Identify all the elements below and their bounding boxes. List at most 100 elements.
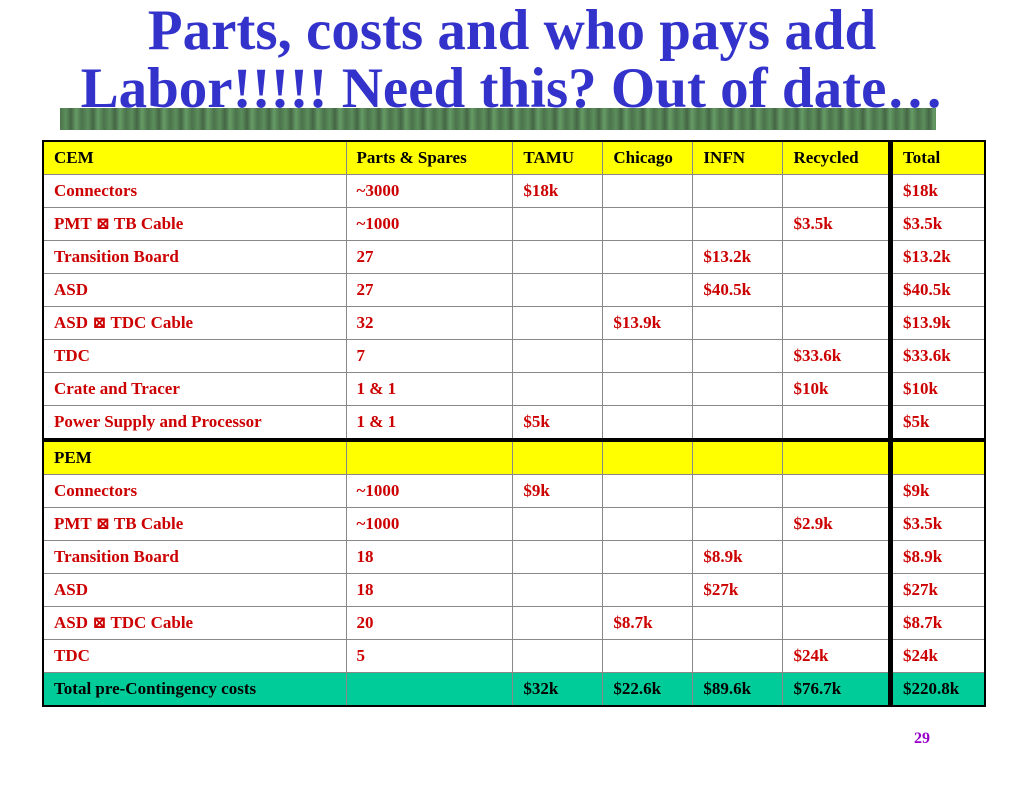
decorative-green-band [60,108,936,130]
table-cell [602,540,694,574]
table-cell [512,273,604,307]
table-cell: $8.9k [692,540,784,574]
table-row: TDC 7 $33.6k $33.6k [42,339,986,373]
table-cell [692,339,784,373]
table-cell [782,540,892,574]
table-cell: INFN [692,140,784,175]
table-cell: 18 [345,573,514,607]
table-cell: $18k [512,174,604,208]
table-cell: $9k [512,474,604,508]
table-cell: $33.6k [888,339,986,373]
table-row: ASD 18 $27k $27k [42,573,986,607]
table-cell: PMT ⊠ TB Cable [42,207,347,241]
table-cell [782,306,892,340]
table-cell: $13.2k [692,240,784,274]
table-cell: CEM [42,140,347,175]
table-cell: Chicago [602,140,694,175]
table-header-row: CEM Parts & Spares TAMU Chicago INFN Recycled… [42,140,986,175]
table-row: Connectors ~3000 $18k $18k [42,174,986,208]
table-cell [782,474,892,508]
table-cell: Crate and Tracer [42,372,347,406]
table-row: TDC 5 $24k $24k [42,639,986,673]
table-cell [782,174,892,208]
cost-table: CEM Parts & Spares TAMU Chicago INFN Recycled… [42,140,986,707]
table-cell: $9k [888,474,986,508]
table-cell: $76.7k [782,672,892,707]
table-row: PMT ⊠ TB Cable ~1000 $2.9k $3.5k [42,507,986,541]
table-cell [345,438,514,475]
table-cell: Transition Board [42,240,347,274]
table-cell: $27k [692,573,784,607]
slide-title-line-2: Labor!!!!! Need this? Out of date… [80,57,944,120]
table-cell: 1 & 1 [345,372,514,406]
table-cell: 18 [345,540,514,574]
table-cell: 5 [345,639,514,673]
table-cell [512,507,604,541]
table-cell [692,207,784,241]
table-cell: $220.8k [888,672,986,707]
table-cell: Total pre-Contingency costs [42,672,347,707]
table-cell [602,207,694,241]
table-cell [345,672,514,707]
table-cell: ASD ⊠ TDC Cable [42,306,347,340]
table-cell [782,405,892,441]
table-cell [602,507,694,541]
table-cell [512,240,604,274]
table-cell: $33.6k [782,339,892,373]
table-cell: 20 [345,606,514,640]
table-cell [692,639,784,673]
table-row: ASD 27 $40.5k $40.5k [42,273,986,307]
table-cell: $8.7k [602,606,694,640]
table-cell: $13.2k [888,240,986,274]
table-row: Connectors ~1000 $9k $9k [42,474,986,508]
table-cell: Connectors [42,474,347,508]
table-cell: $40.5k [888,273,986,307]
table-row: ASD ⊠ TDC Cable 20 $8.7k $8.7k [42,606,986,640]
table-row: ASD ⊠ TDC Cable 32 $13.9k $13.9k [42,306,986,340]
table-cell [692,507,784,541]
table-cell [512,606,604,640]
table-row: Power Supply and Processor 1 & 1 $5k $5k [42,405,986,441]
table-cell: 27 [345,240,514,274]
table-cell: ASD ⊠ TDC Cable [42,606,347,640]
table-cell [692,174,784,208]
table-cell [692,405,784,441]
table-cell [602,438,694,475]
table-cell: $3.5k [888,207,986,241]
table-cell: $5k [512,405,604,441]
table-cell: ASD [42,273,347,307]
table-cell: ~1000 [345,207,514,241]
table-cell: TDC [42,639,347,673]
table-cell [602,273,694,307]
table-cell: ~1000 [345,474,514,508]
table-cell: TDC [42,339,347,373]
table-cell [692,306,784,340]
table-cell: $10k [888,372,986,406]
table-cell [782,573,892,607]
table-cell: 1 & 1 [345,405,514,441]
table-cell [692,372,784,406]
table-cell: $22.6k [602,672,694,707]
table-cell [512,573,604,607]
table-cell: $27k [888,573,986,607]
total-row: Total pre-Contingency costs $32k $22.6k $89… [42,672,986,707]
table-cell: $24k [782,639,892,673]
table-cell: ~1000 [345,507,514,541]
table-cell [602,372,694,406]
table-cell: Total [888,140,986,175]
table-cell: $5k [888,405,986,441]
table-cell: Power Supply and Processor [42,405,347,441]
cost-table-body: CEM Parts & Spares TAMU Chicago INFN Recycled… [42,140,986,707]
table-cell [602,339,694,373]
table-cell: $18k [888,174,986,208]
table-cell: 32 [345,306,514,340]
table-cell [782,606,892,640]
table-row: PMT ⊠ TB Cable ~1000 $3.5k $3.5k [42,207,986,241]
table-row: Transition Board 27 $13.2k $13.2k [42,240,986,274]
table-cell: $8.9k [888,540,986,574]
table-cell [602,639,694,673]
table-cell: $2.9k [782,507,892,541]
table-cell [512,639,604,673]
table-cell: 7 [345,339,514,373]
page-number: 29 [914,730,930,747]
